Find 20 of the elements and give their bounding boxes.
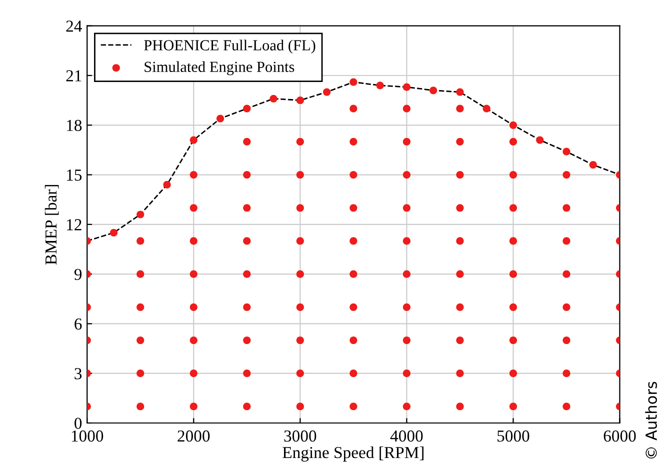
legend-label: PHOENICE Full-Load (FL)	[144, 40, 316, 54]
y-tick-label: 18	[67, 120, 82, 132]
y-axis-title: BMEP [bar]	[44, 185, 59, 265]
y-tick-label: 12	[67, 219, 82, 230]
x-tick-label: 3000	[284, 430, 316, 442]
x-tick-label: 6000	[604, 430, 636, 442]
x-tick-label: 5000	[498, 430, 530, 442]
x-tick-label: 1000	[72, 430, 104, 442]
legend-label: Simulated Engine Points	[144, 61, 294, 76]
text: © Authors	[645, 382, 657, 458]
y-tick-label: 6	[74, 318, 82, 330]
x-tick-label: 2000	[178, 430, 210, 442]
y-tick-label: 15	[67, 170, 82, 181]
x-tick-label: 4000	[390, 430, 423, 442]
x-axis-title: Engine Speed [RPM]	[282, 446, 424, 462]
y-tick-label: 9	[74, 268, 82, 280]
y-tick-label: 21	[66, 70, 82, 82]
y-tick-label: 3	[74, 368, 82, 380]
y-tick-label: 0	[74, 418, 82, 429]
y-tick-label: 24	[66, 20, 82, 32]
